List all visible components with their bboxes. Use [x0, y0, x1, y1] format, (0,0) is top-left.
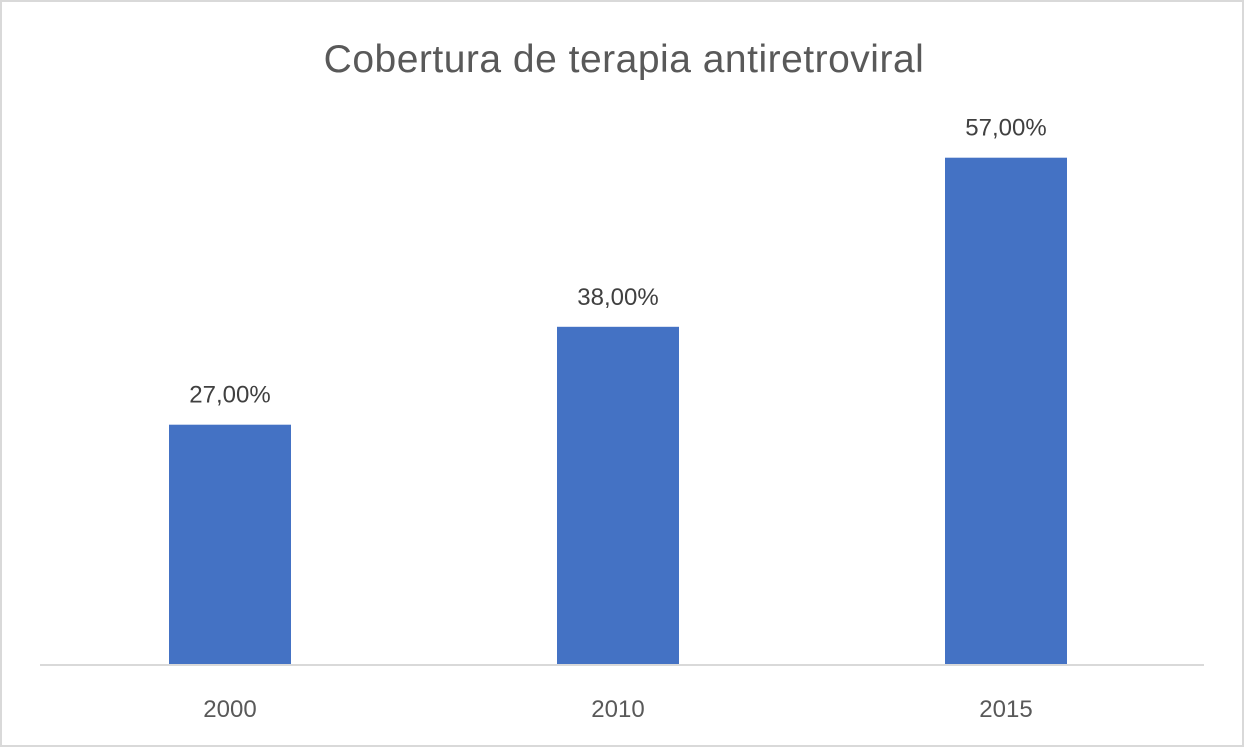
- x-tick-label-2010: 2010: [591, 696, 644, 723]
- x-tick-label-2015: 2015: [979, 696, 1032, 723]
- labels-layer: 27,00% 2000 38,00% 2010 57,00% 2015: [189, 115, 1046, 723]
- bar-2010: [557, 326, 679, 665]
- bar-2000: [169, 424, 291, 665]
- data-label-2010: 38,00%: [577, 284, 658, 311]
- chart-title: Cobertura de terapia antiretroviral: [323, 38, 925, 81]
- data-label-2000: 27,00%: [189, 382, 270, 409]
- x-tick-label-2000: 2000: [203, 696, 256, 723]
- bars-layer: [169, 157, 1067, 665]
- bar-2015: [945, 157, 1067, 665]
- data-label-2015: 57,00%: [965, 115, 1046, 142]
